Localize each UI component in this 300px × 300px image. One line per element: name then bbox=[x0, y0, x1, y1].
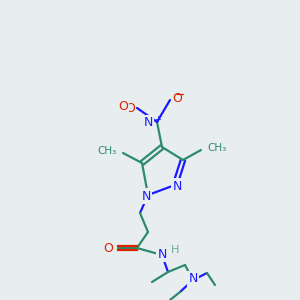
Text: N: N bbox=[141, 190, 151, 202]
Text: O: O bbox=[103, 242, 113, 254]
Text: N: N bbox=[144, 116, 153, 130]
Text: N: N bbox=[172, 179, 182, 193]
Text: CH₃: CH₃ bbox=[207, 143, 226, 153]
Text: O: O bbox=[172, 92, 182, 104]
Text: CH₃: CH₃ bbox=[98, 146, 117, 156]
Text: N: N bbox=[188, 272, 198, 286]
Text: O: O bbox=[118, 100, 128, 112]
Text: H: H bbox=[171, 245, 179, 255]
Text: N: N bbox=[157, 248, 167, 260]
Text: O: O bbox=[125, 103, 135, 116]
Text: +: + bbox=[154, 115, 161, 124]
Text: −: − bbox=[175, 88, 185, 101]
